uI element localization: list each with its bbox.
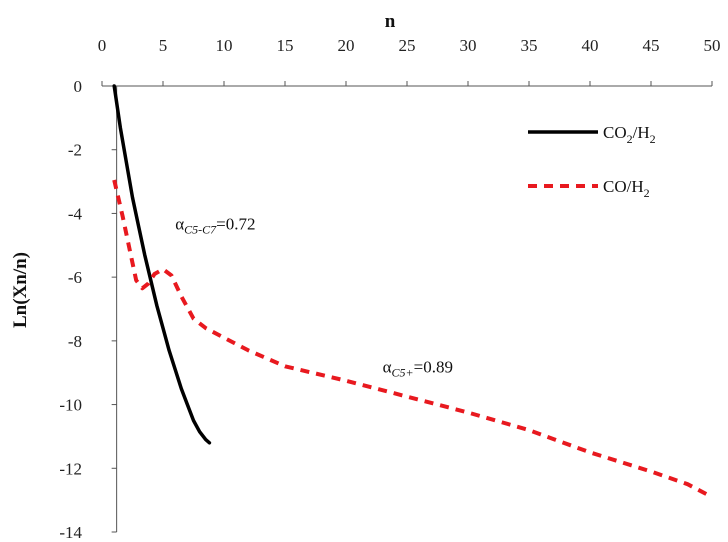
series-line-co2-h2 (112, 84, 212, 445)
y-tick-label: -8 (68, 332, 82, 351)
y-axis-title: Ln(Xn/n) (10, 252, 31, 328)
x-tick-label: 0 (98, 36, 107, 55)
legend-label: CO/H2 (603, 177, 650, 200)
x-tick-label: 10 (216, 36, 233, 55)
y-tick-label: 0 (74, 77, 83, 96)
y-tick-label: -6 (68, 268, 82, 287)
annotations: αC5-C7=0.72 αC5+=0.89 (175, 214, 453, 379)
series-line-co-h2 (112, 179, 713, 499)
x-tick-label: 50 (704, 36, 721, 55)
y-tick-label: -4 (68, 204, 83, 223)
legend-label: CO2/H2 (603, 123, 656, 146)
y-axis-ticks: 0 -2 -4 -6 -8 -10 -12 -14 (59, 77, 117, 542)
x-axis-ticks: 0 5 10 15 20 25 30 35 40 45 50 (98, 36, 721, 86)
y-tick-label: -10 (59, 396, 82, 415)
y-tick-label: -14 (59, 523, 82, 542)
x-tick-label: 45 (643, 36, 660, 55)
y-tick-label: -12 (59, 459, 82, 478)
x-tick-label: 5 (159, 36, 168, 55)
y-tick-label: -2 (68, 141, 82, 160)
legend: CO2/H2 CO/H2 (528, 123, 656, 200)
x-tick-label: 30 (460, 36, 477, 55)
alpha-annotation: αC5-C7=0.72 (175, 214, 255, 236)
x-axis-title: n (385, 11, 396, 32)
alpha-annotation: αC5+=0.89 (383, 358, 453, 380)
x-tick-label: 35 (521, 36, 538, 55)
x-tick-label: 25 (399, 36, 416, 55)
x-tick-label: 20 (338, 36, 355, 55)
x-tick-label: 15 (277, 36, 294, 55)
x-tick-label: 40 (582, 36, 599, 55)
series-layer (112, 84, 713, 499)
